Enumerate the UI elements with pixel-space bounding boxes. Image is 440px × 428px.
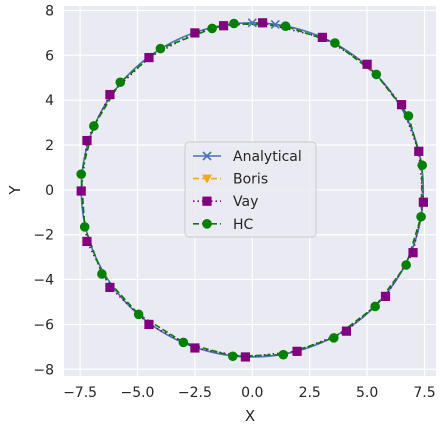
y-tick-label: 8 — [45, 3, 54, 19]
x-tick-label: 2.5 — [299, 385, 321, 401]
y-tick-label: 6 — [45, 48, 54, 64]
vay-point — [362, 59, 372, 69]
hc-point — [155, 43, 166, 54]
hc-point — [133, 309, 144, 320]
y-tick-label: −4 — [33, 273, 54, 289]
hc-point — [329, 333, 339, 343]
hc-point — [417, 160, 428, 171]
vay-point — [414, 146, 424, 156]
y-tick-label: −6 — [33, 317, 54, 333]
hc-point — [76, 169, 87, 179]
y-tick-labels: −8 −6 −4 −2 0 2 4 6 8 — [33, 3, 54, 378]
x-tick-label: −2.5 — [178, 385, 212, 401]
hc-point — [229, 18, 239, 29]
x-tick-labels: −7.5 −5.0 −2.5 0.0 2.5 5.0 7.5 — [63, 385, 436, 401]
x-tick-label: 0.0 — [241, 385, 263, 401]
legend-marker-hc — [202, 219, 212, 229]
vay-point — [258, 18, 268, 28]
vay-point — [341, 326, 352, 336]
hc-point — [227, 351, 238, 362]
hc-point — [370, 301, 380, 312]
hc-point — [178, 337, 189, 348]
vay-point — [240, 352, 251, 362]
y-tick-label: −8 — [33, 362, 54, 378]
y-tick-label: −2 — [33, 228, 54, 244]
vay-point — [418, 197, 428, 207]
analytical-point — [247, 18, 257, 28]
vay-point — [292, 346, 302, 356]
vay-point — [82, 135, 92, 146]
hc-point — [278, 349, 289, 360]
x-tick-label: −5.0 — [120, 385, 154, 401]
hc-point — [97, 269, 107, 279]
legend-label-analytical: Analytical — [233, 149, 302, 165]
legend-marker-analytical — [202, 151, 212, 161]
hc-point — [330, 38, 340, 48]
vay-point — [144, 319, 154, 330]
vay-point — [317, 32, 327, 42]
legend: Analytical Boris Vay HC — [184, 141, 317, 238]
vay-point — [408, 248, 418, 258]
hc-point — [403, 111, 414, 121]
vay-point — [190, 343, 200, 353]
vay-point — [144, 52, 154, 63]
x-axis-label: X — [245, 407, 255, 425]
legend-label-hc: HC — [233, 217, 254, 233]
hc-point — [280, 21, 291, 31]
vay-point — [380, 291, 391, 301]
vay-point — [218, 21, 229, 31]
legend-marker-boris — [202, 174, 212, 184]
vay-point — [190, 28, 200, 38]
hc-line — [80, 22, 424, 358]
hc-point — [371, 69, 382, 80]
hc-point — [115, 77, 126, 88]
legend-frame — [184, 141, 317, 238]
vay-point — [396, 100, 407, 110]
hc-point — [207, 23, 217, 34]
y-tick-label: 0 — [45, 183, 54, 199]
legend-marker-vay — [202, 196, 212, 206]
y-tick-label: 4 — [45, 93, 54, 109]
analytical-point — [270, 19, 280, 29]
legend-label-boris: Boris — [233, 172, 268, 188]
legend-label-vay: Vay — [233, 194, 258, 210]
series-markers — [76, 18, 428, 362]
y-tick-label: 2 — [45, 138, 54, 154]
y-axis-label: Y — [6, 185, 24, 196]
vay-point — [105, 89, 115, 100]
vay-point — [76, 186, 86, 196]
vay-line — [80, 22, 425, 358]
x-tick-label: 5.0 — [356, 385, 378, 401]
hc-point — [401, 260, 411, 270]
hc-point — [79, 222, 90, 232]
hc-point — [89, 121, 99, 131]
vay-point — [105, 282, 115, 293]
vay-point — [82, 236, 92, 247]
x-tick-label: 7.5 — [413, 385, 435, 401]
hc-point — [416, 211, 426, 222]
x-tick-label: −7.5 — [63, 385, 97, 401]
